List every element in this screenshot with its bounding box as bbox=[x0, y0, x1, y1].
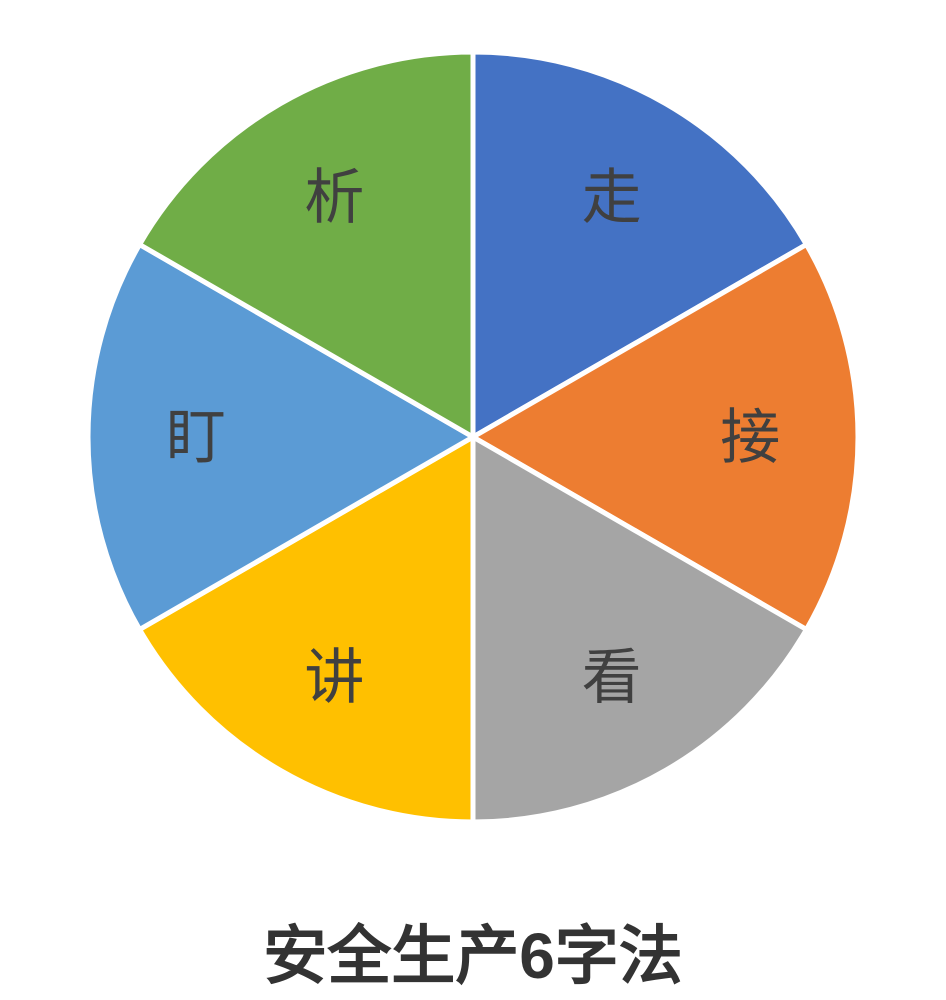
slice-label-走: 走 bbox=[582, 164, 642, 231]
pie-slice-讲 bbox=[137, 434, 476, 825]
pie-slice-析 bbox=[137, 49, 476, 440]
slice-label-接: 接 bbox=[720, 404, 780, 471]
pie-slice-盯 bbox=[85, 242, 476, 632]
slice-label-讲: 讲 bbox=[304, 644, 364, 711]
pie-slices: 走接看 讲 盯 析 bbox=[85, 49, 861, 825]
chart-title: 安全生产6字法 bbox=[263, 920, 683, 992]
slice-label-盯: 盯 bbox=[166, 404, 226, 471]
slice-label-析: 析 bbox=[304, 164, 364, 231]
slice-label-看: 看 bbox=[582, 644, 642, 711]
pie-slice-看 bbox=[470, 434, 809, 825]
pie-slice-走 bbox=[470, 49, 809, 440]
pie-slice-接 bbox=[470, 242, 861, 632]
